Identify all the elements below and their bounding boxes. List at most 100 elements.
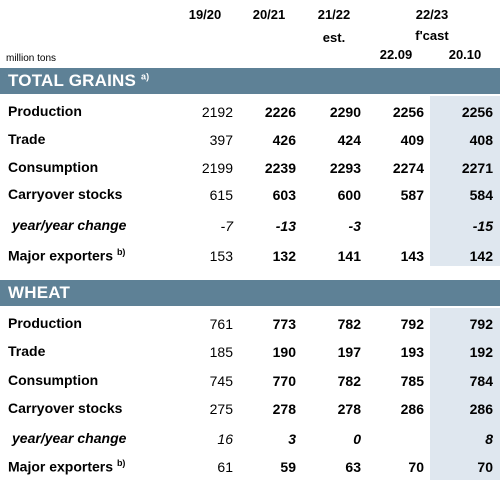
cell-19-20: 2192: [201, 104, 233, 120]
cell-22-09: 286: [400, 401, 424, 417]
table-row: Major exporters b) 153 132 141 143 142: [0, 242, 500, 270]
col-header-20-21: 20/21: [252, 7, 286, 22]
section-title: TOTAL GRAINS: [8, 71, 137, 90]
cell-19-20: 615: [209, 187, 233, 203]
col-header-22-23-fcast: f'cast: [415, 28, 449, 43]
col-header-21-22-est: est.: [322, 30, 346, 45]
cell-22-09: 2256: [392, 104, 424, 120]
cell-19-20: 397: [209, 132, 233, 148]
row-label-wrap: Major exporters b): [8, 247, 125, 264]
row-label: Trade: [8, 131, 46, 147]
col-header-22-23: 22/23: [415, 7, 449, 22]
cell-20-21: -13: [275, 218, 296, 234]
table-row: Trade 397 426 424 409 408: [0, 126, 500, 154]
cell-21-22: 424: [337, 132, 361, 148]
col-header-date-1: 22.09: [379, 47, 413, 62]
table-row: year/year change -7 -13 -3 -15: [0, 212, 500, 240]
section-band-total-grains: TOTAL GRAINS a): [0, 68, 500, 94]
cell-20-10: 408: [469, 132, 493, 148]
row-label: Major exporters: [8, 247, 114, 264]
cell-21-22: 2290: [329, 104, 361, 120]
col-header-date-2: 20.10: [448, 47, 482, 62]
cell-20-21: 2226: [264, 104, 296, 120]
cell-20-10: -15: [472, 218, 493, 234]
cell-20-21: 603: [272, 187, 296, 203]
cell-19-20: 185: [209, 344, 233, 360]
row-label: Production: [8, 103, 82, 119]
table-row: Carryover stocks 275 278 278 286 286: [0, 395, 500, 423]
cell-19-20: 153: [209, 248, 233, 264]
cell-20-10: 792: [469, 316, 493, 332]
cell-20-10: 192: [469, 344, 493, 360]
row-label: Trade: [8, 343, 46, 359]
cell-20-10: 286: [469, 401, 493, 417]
table-row: Major exporters b) 61 59 63 70 70: [0, 453, 500, 481]
unit-label: million tons: [6, 53, 57, 64]
table-row: Carryover stocks 615 603 600 587 584: [0, 181, 500, 209]
cell-20-10: 8: [485, 431, 493, 447]
section-note: a): [140, 71, 150, 82]
cell-21-22: -3: [348, 218, 361, 234]
cell-21-22: 782: [337, 373, 361, 389]
cell-21-22: 278: [337, 401, 361, 417]
section-band-wheat: WHEAT: [0, 280, 500, 306]
cell-21-22: 141: [337, 248, 361, 264]
cell-21-22: 197: [337, 344, 361, 360]
cell-21-22: 0: [353, 431, 361, 447]
cell-20-10: 70: [477, 459, 493, 475]
cell-20-21: 770: [272, 373, 296, 389]
row-label: Carryover stocks: [8, 186, 123, 202]
cell-21-22: 2293: [329, 160, 361, 176]
cell-19-20: -7: [220, 218, 233, 234]
cell-19-20: 2199: [201, 160, 233, 176]
cell-22-09: 785: [400, 373, 424, 389]
row-label: Consumption: [8, 159, 99, 175]
cell-21-22: 782: [337, 316, 361, 332]
row-label: year/year change: [12, 430, 127, 446]
latest-forecast-highlight: [430, 96, 500, 266]
table-row: Production 761 773 782 792 792: [0, 310, 500, 338]
cell-19-20: 16: [217, 431, 233, 447]
cell-20-10: 142: [469, 248, 493, 264]
table-row: Consumption 2199 2239 2293 2274 2271: [0, 154, 500, 182]
row-label: Carryover stocks: [8, 400, 123, 416]
cell-21-22: 600: [337, 187, 361, 203]
cell-20-21: 59: [280, 459, 296, 475]
cell-20-10: 2271: [461, 160, 493, 176]
table-row: Consumption 745 770 782 785 784: [0, 367, 500, 395]
cell-20-10: 784: [469, 373, 493, 389]
row-note: b): [116, 247, 126, 257]
cell-21-22: 63: [345, 459, 361, 475]
cell-19-20: 761: [209, 316, 233, 332]
cell-22-09: 2274: [392, 160, 424, 176]
col-header-19-20: 19/20: [188, 7, 222, 22]
table-row: Trade 185 190 197 193 192: [0, 338, 500, 366]
cell-20-21: 132: [272, 248, 296, 264]
cell-19-20: 61: [217, 459, 233, 475]
row-note: b): [116, 458, 126, 468]
row-label: Consumption: [8, 372, 99, 388]
cell-20-21: 3: [288, 431, 296, 447]
cell-19-20: 745: [209, 373, 233, 389]
row-label: year/year change: [12, 217, 127, 233]
section-title: WHEAT: [8, 283, 71, 302]
cell-20-21: 2239: [264, 160, 296, 176]
cell-22-09: 587: [400, 187, 424, 203]
cell-22-09: 792: [400, 316, 424, 332]
cell-20-21: 190: [272, 344, 296, 360]
cell-22-09: 143: [400, 248, 424, 264]
cell-20-21: 773: [272, 316, 296, 332]
cell-22-09: 70: [408, 459, 424, 475]
cell-22-09: 193: [400, 344, 424, 360]
cell-20-10: 584: [469, 187, 493, 203]
row-label: Production: [8, 315, 82, 331]
cell-20-10: 2256: [461, 104, 493, 120]
cell-22-09: 409: [400, 132, 424, 148]
row-label: Major exporters: [8, 458, 114, 475]
table-row: year/year change 16 3 0 8: [0, 425, 500, 453]
latest-forecast-highlight: [430, 308, 500, 480]
cell-19-20: 275: [209, 401, 233, 417]
cell-20-21: 426: [272, 132, 296, 148]
col-header-21-22: 21/22: [317, 7, 351, 22]
cell-20-21: 278: [272, 401, 296, 417]
